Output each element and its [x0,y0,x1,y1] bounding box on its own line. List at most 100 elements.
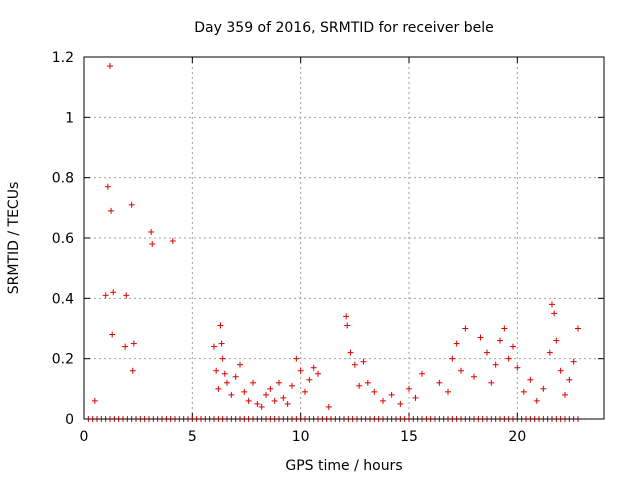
y-tick-label: 0.2 [52,352,74,368]
y-tick-label: 1 [65,110,74,126]
data-point [130,340,137,347]
data-point [218,340,225,347]
data-point [108,207,115,214]
data-point [575,325,581,332]
data-point [514,364,521,371]
x-tick-label: 20 [508,429,526,445]
data-point [263,391,269,398]
data-point [109,331,116,338]
data-point [104,183,111,190]
data-point [360,358,367,365]
data-point [557,367,564,374]
data-point [343,313,350,320]
data-point [533,397,540,404]
data-point [551,310,558,317]
data-point [271,397,278,404]
plot-frame [83,56,605,420]
data-point [122,343,129,350]
x-tick-label: 0 [80,429,89,445]
data-point [553,337,560,344]
data-point [520,388,527,395]
data-point [107,63,113,70]
data-point [129,367,136,374]
y-axis-label: SRMTID / TECUs [6,182,22,295]
y-tick-label: 0.8 [52,171,74,187]
data-point [546,349,553,356]
data-point [477,334,484,341]
data-point [232,373,239,380]
y-tick-label: 1.2 [52,50,74,66]
data-point [445,388,451,395]
data-point [148,228,155,235]
data-point [267,385,274,392]
data-point [453,340,460,347]
data-point [280,394,287,401]
data-point [406,385,412,392]
data-point [293,355,300,362]
data-point [258,403,265,410]
data-point [123,292,130,299]
data-point [458,367,464,374]
data-point [371,388,378,395]
data-point [388,391,395,398]
data-point [540,385,547,392]
data-point [254,400,261,407]
data-point [566,376,573,383]
data-point [217,322,224,329]
data-point [149,241,156,248]
data-point [527,376,534,383]
x-tick-label: 15 [400,429,418,445]
x-tick-label: 10 [292,429,310,445]
data-point [562,391,568,398]
data-point [241,388,248,395]
data-point [570,358,577,365]
data-point [228,391,235,398]
data-point [356,382,363,389]
data-point [419,370,425,377]
data-point [325,403,332,410]
data-point [315,370,321,377]
y-tick-label: 0.6 [52,231,74,247]
data-point [351,361,358,368]
data-point [219,355,226,362]
data-point [128,201,135,208]
data-point [224,379,230,386]
y-tick-label: 0 [65,412,74,428]
data-point [510,343,516,350]
data-point [436,379,443,386]
data-point [310,364,317,371]
data-point [462,325,469,332]
data-point [412,394,419,401]
data-point [484,349,490,356]
data-point [397,400,404,407]
data-point [245,397,252,404]
data-point [497,337,503,344]
data-point [364,379,371,386]
data-point [110,289,117,296]
data-point [380,397,386,404]
data-point [449,355,456,362]
data-point [501,325,508,332]
data-point [492,361,499,368]
data-point [213,367,220,374]
data-point [347,349,354,356]
data-point [221,370,228,377]
data-point [306,376,313,383]
data-point [284,400,291,407]
data-point [250,379,256,386]
data-point [102,292,109,299]
chart-title: Day 359 of 2016, SRMTID for receiver bel… [194,20,493,36]
data-point [91,397,98,404]
data-point [237,361,243,368]
data-point [302,388,308,395]
data-point [471,373,477,380]
data-point [289,382,295,389]
data-point [344,322,351,329]
x-tick-label: 5 [188,429,197,445]
data-point [488,379,495,386]
x-axis-label: GPS time / hours [285,458,402,474]
data-point [215,385,222,392]
data-point [276,379,282,386]
data-point [549,301,555,308]
axis-ticks: 0 5 10 15 20 0 0.2 0.4 0.6 0.8 1 1.2 [52,50,604,445]
